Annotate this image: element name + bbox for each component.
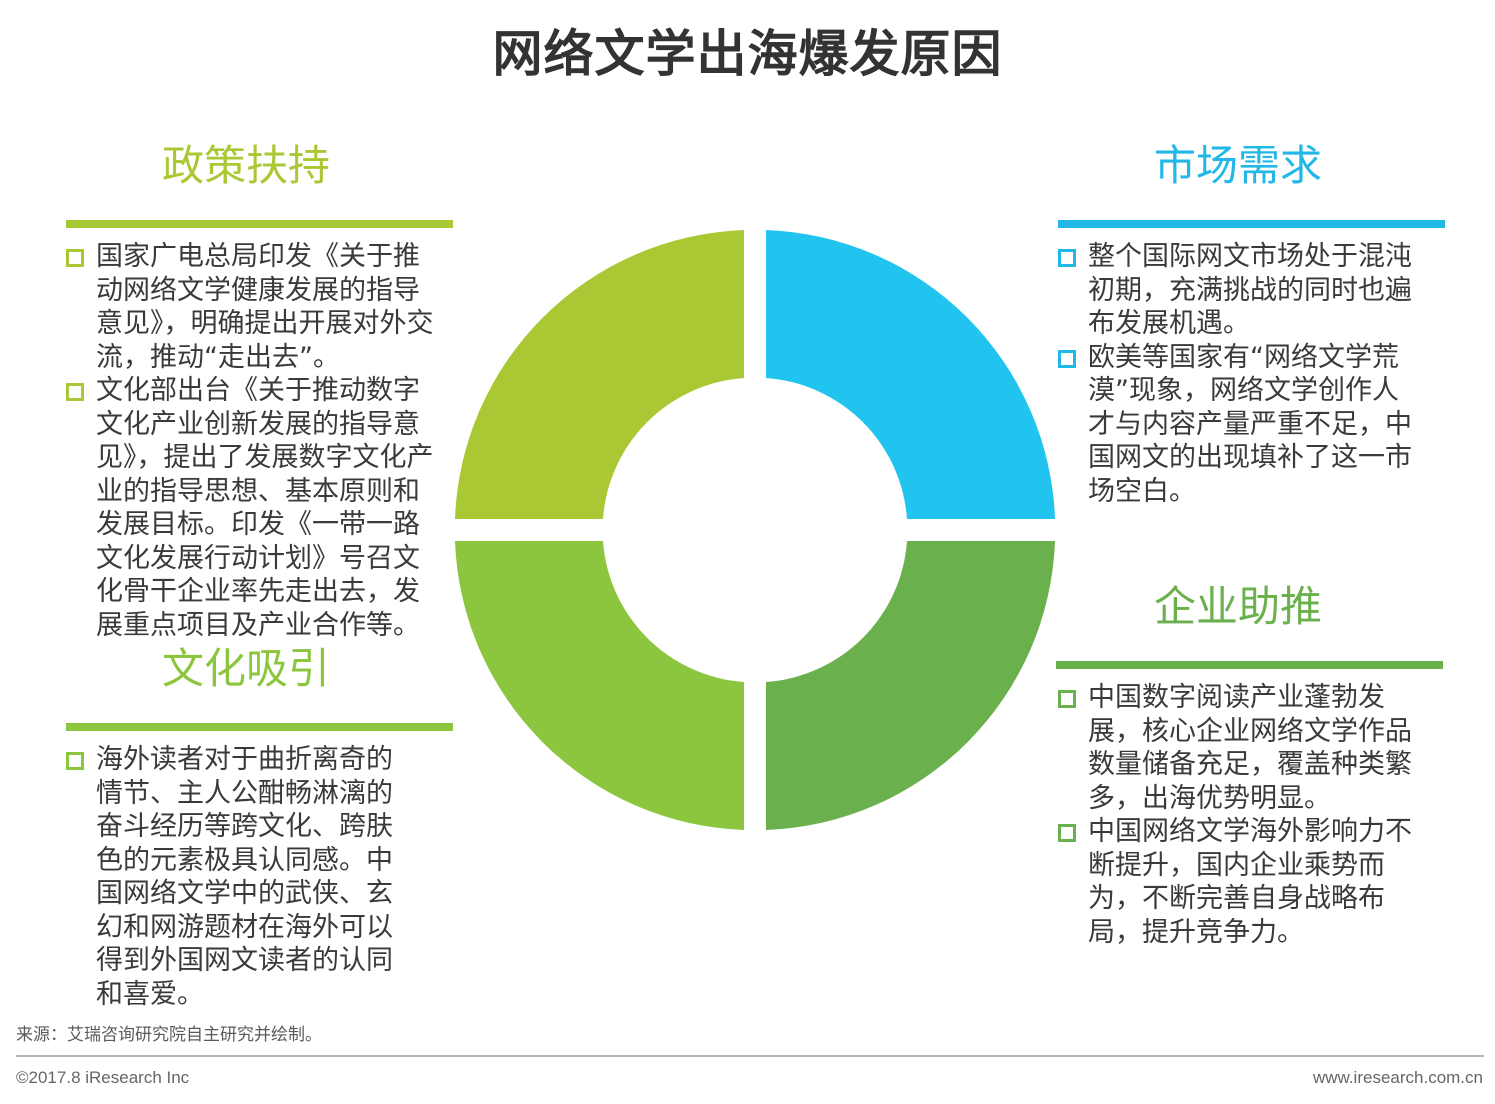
footer-divider xyxy=(16,1055,1484,1057)
market-heading: 市场需求 xyxy=(1153,141,1322,190)
market-bullets: 整个国际网文市场处于混沌初期，充满挑战的同时也遍布发展机遇。 欧美等国家有“网络… xyxy=(1058,240,1424,508)
bullet-square-icon xyxy=(66,383,84,401)
bullet-square-icon xyxy=(1058,349,1076,368)
website-link[interactable]: www.iresearch.com.cn xyxy=(1312,1068,1483,1087)
policy-rule xyxy=(66,220,453,228)
segment-enterprise xyxy=(766,541,1055,830)
enterprise-rule xyxy=(1056,661,1443,669)
policy-heading: 政策扶持 xyxy=(161,141,330,190)
enterprise-bullets: 中国数字阅读产业蓬勃发展，核心企业网络文学作品数量储备充足，覆盖种类繁多，出海优… xyxy=(1058,681,1438,949)
enterprise-heading: 企业助推 xyxy=(1153,582,1322,631)
bullet-square-icon xyxy=(66,752,84,770)
segment-culture xyxy=(455,541,744,830)
list-item: 中国网络文学海外影响力不断提升，国内企业乘势而为，不断完善自身战略布局，提升竞争… xyxy=(1058,815,1438,949)
list-item: 整个国际网文市场处于混沌初期，充满挑战的同时也遍布发展机遇。 xyxy=(1058,240,1424,341)
list-item: 海外读者对于曲折离奇的情节、主人公酣畅淋漓的奋斗经历等跨文化、跨肤色的元素极具认… xyxy=(66,743,411,1011)
culture-bullets: 海外读者对于曲折离奇的情节、主人公酣畅淋漓的奋斗经历等跨文化、跨肤色的元素极具认… xyxy=(66,743,411,1011)
donut-diagram xyxy=(455,230,1055,830)
policy-bullets: 国家广电总局印发《关于推动网络文学健康发展的指导意见》，明确提出开展对外交流，推… xyxy=(66,240,444,642)
source-note: 来源：艾瑞咨询研究院自主研究并绘制。 xyxy=(16,1025,322,1045)
bullet-square-icon xyxy=(1058,249,1076,267)
copyright: ©2017.8 iResearch Inc xyxy=(16,1068,190,1087)
list-item: 中国数字阅读产业蓬勃发展，核心企业网络文学作品数量储备充足，覆盖种类繁多，出海优… xyxy=(1058,681,1438,815)
list-item: 欧美等国家有“网络文学荒漠”现象，网络文学创作人才与内容产量严重不足，中国网文的… xyxy=(1058,341,1424,509)
list-item: 国家广电总局印发《关于推动网络文学健康发展的指导意见》，明确提出开展对外交流，推… xyxy=(66,240,444,374)
market-rule xyxy=(1058,220,1445,228)
segment-market xyxy=(766,230,1055,519)
list-item: 文化部出台《关于推动数字文化产业创新发展的指导意见》，提出了发展数字文化产业的指… xyxy=(66,374,444,642)
bullet-square-icon xyxy=(66,249,84,267)
culture-rule xyxy=(66,723,453,731)
page-title: 网络文学出海爆发原因 xyxy=(492,25,1003,83)
bullet-square-icon xyxy=(1058,690,1076,708)
bullet-square-icon xyxy=(1058,824,1076,842)
segment-policy xyxy=(455,230,744,519)
donut-center xyxy=(603,378,907,682)
culture-heading: 文化吸引 xyxy=(161,644,330,693)
